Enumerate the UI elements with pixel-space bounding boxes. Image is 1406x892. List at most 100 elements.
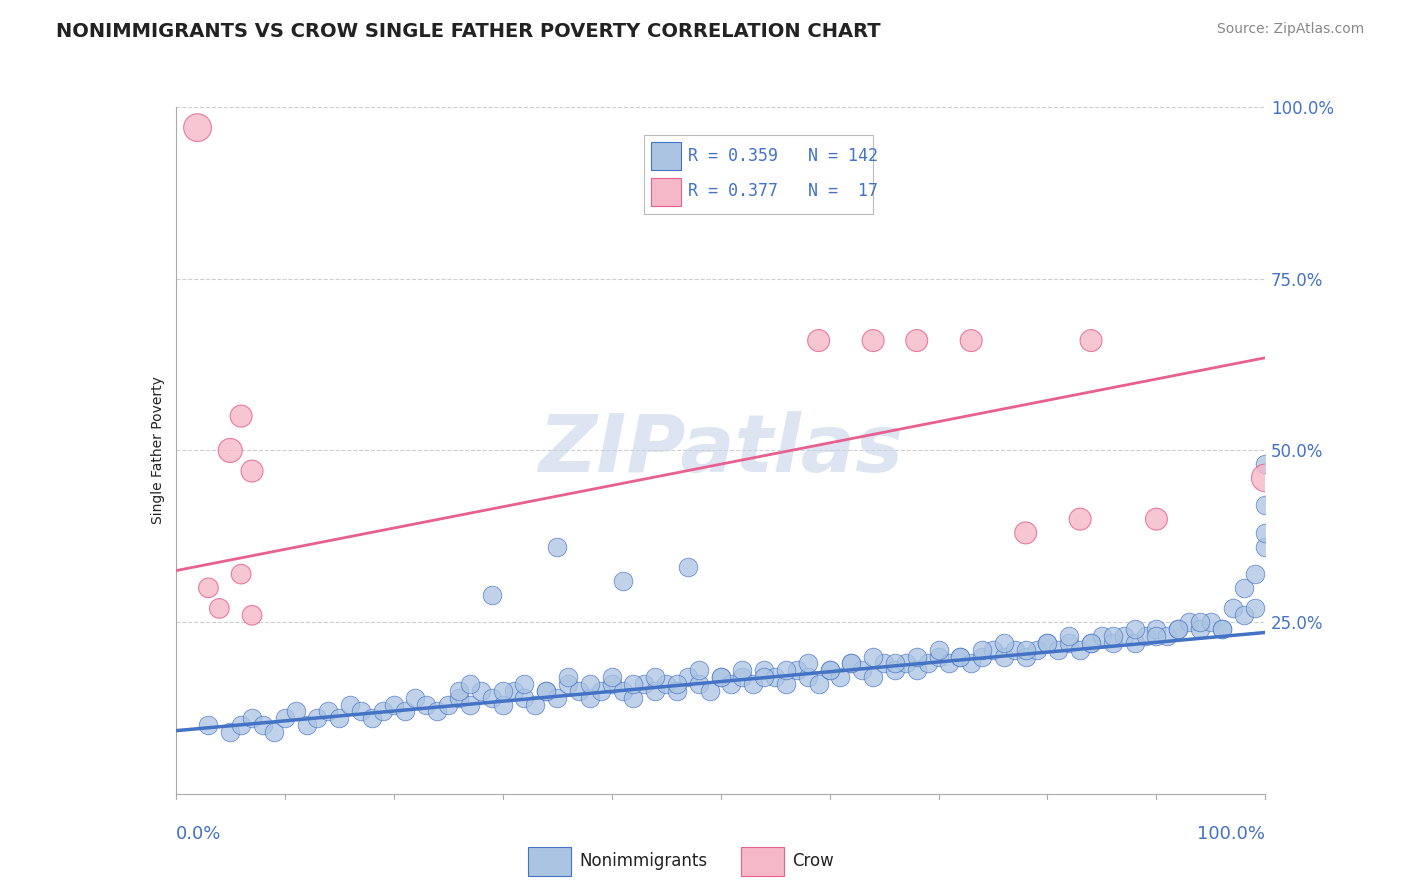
Point [742, 677, 765, 691]
Text: Crow: Crow [792, 852, 834, 870]
Point [231, 718, 253, 732]
Point [1222, 601, 1244, 615]
Point [284, 705, 307, 719]
Point [960, 657, 983, 671]
Point [534, 683, 557, 698]
Point [894, 657, 917, 671]
Point [905, 649, 928, 664]
Point [1144, 512, 1167, 526]
Point [1243, 567, 1265, 582]
Point [447, 683, 470, 698]
Point [1057, 636, 1080, 650]
Point [371, 705, 394, 719]
Point [186, 120, 209, 135]
Point [502, 683, 524, 698]
Point [208, 601, 231, 615]
Point [394, 705, 416, 719]
Point [589, 683, 612, 698]
Point [917, 657, 939, 671]
Point [1080, 636, 1102, 650]
Point [1243, 601, 1265, 615]
Point [307, 711, 329, 725]
Point [1199, 615, 1222, 630]
Point [231, 567, 253, 582]
Point [1004, 642, 1026, 657]
Point [1080, 636, 1102, 650]
Point [240, 711, 263, 725]
Point [458, 698, 481, 712]
Point [1036, 636, 1059, 650]
Point [830, 670, 852, 684]
Y-axis label: Single Father Poverty: Single Father Poverty [150, 376, 165, 524]
Point [1232, 581, 1256, 595]
Point [841, 657, 863, 671]
Point [862, 649, 884, 664]
Point [775, 663, 797, 677]
Point [1144, 622, 1167, 636]
Point [263, 725, 285, 739]
Point [862, 334, 884, 348]
Point [786, 663, 808, 677]
Point [1254, 540, 1277, 554]
Point [775, 677, 797, 691]
Point [688, 663, 710, 677]
Point [579, 677, 602, 691]
Point [807, 677, 830, 691]
Point [1123, 636, 1146, 650]
Point [928, 649, 950, 664]
Point [350, 705, 373, 719]
Point [1080, 334, 1102, 348]
Point [928, 642, 950, 657]
Point [534, 683, 557, 698]
Point [818, 663, 841, 677]
Point [754, 670, 776, 684]
Point [240, 608, 263, 623]
Point [579, 690, 602, 705]
Text: Source: ZipAtlas.com: Source: ZipAtlas.com [1216, 22, 1364, 37]
Point [949, 649, 972, 664]
Point [970, 649, 993, 664]
Point [524, 698, 547, 712]
Point [720, 677, 742, 691]
Point [1015, 642, 1038, 657]
Point [1167, 622, 1189, 636]
Point [1254, 525, 1277, 540]
Point [437, 698, 460, 712]
Point [1015, 649, 1038, 664]
Point [884, 657, 907, 671]
Point [360, 711, 382, 725]
Point [470, 683, 492, 698]
Point [938, 657, 960, 671]
Point [447, 690, 470, 705]
Point [1025, 642, 1047, 657]
Point [612, 574, 634, 588]
Point [1189, 615, 1212, 630]
Point [862, 670, 884, 684]
Bar [529, 847, 571, 876]
Point [796, 657, 818, 671]
Point [382, 698, 405, 712]
Point [699, 683, 721, 698]
Point [219, 725, 242, 739]
Point [197, 718, 219, 732]
Point [1015, 525, 1038, 540]
Point [621, 690, 644, 705]
Point [633, 677, 655, 691]
Point [481, 690, 503, 705]
Point [754, 663, 776, 677]
Point [666, 677, 689, 691]
Point [763, 670, 786, 684]
Point [970, 642, 993, 657]
Point [339, 698, 361, 712]
Point [458, 677, 481, 691]
Point [1091, 629, 1114, 643]
Point [644, 670, 666, 684]
Point [905, 663, 928, 677]
Point [818, 663, 841, 677]
Point [710, 670, 733, 684]
Point [993, 649, 1015, 664]
Text: 0.0%: 0.0% [176, 825, 221, 843]
Point [481, 588, 503, 602]
Point [513, 690, 536, 705]
Point [710, 670, 733, 684]
